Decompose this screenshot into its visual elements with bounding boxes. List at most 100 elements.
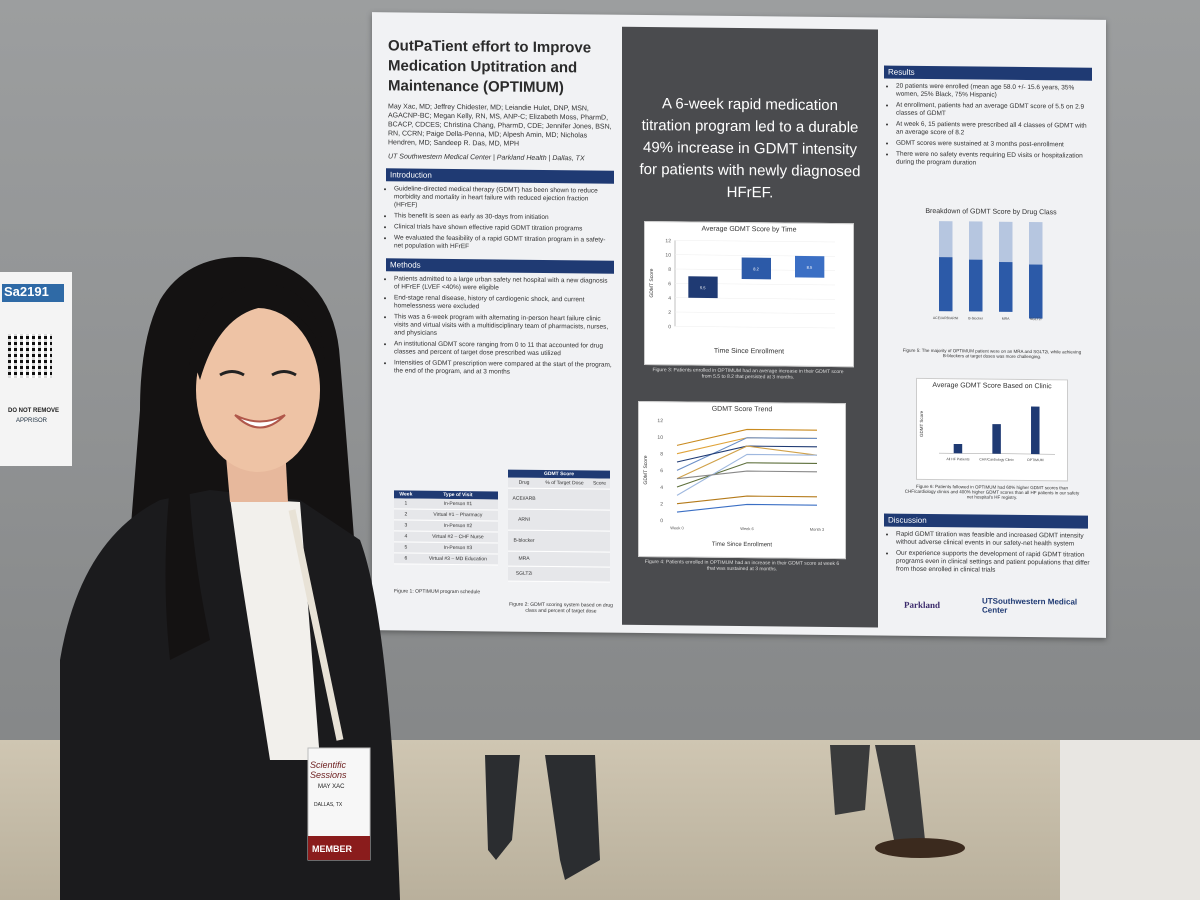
fig4-plot: 0 2 4 6 8 10 12 GDMT Score Week 0 Week 6 Month 3 bbox=[643, 418, 825, 532]
poster-center-column: A 6-week rapid medication titration prog… bbox=[622, 26, 878, 628]
poster-title: OutPaTient effort to Improve Medication … bbox=[388, 37, 592, 97]
table-row: SGLT2i bbox=[508, 566, 610, 583]
table-row: ARNI bbox=[508, 509, 610, 532]
data-label: 8.5 bbox=[807, 265, 813, 270]
y-tick-label: 8 bbox=[660, 452, 663, 458]
list-item: Rapid GDMT titration was feasible and in… bbox=[896, 531, 1092, 549]
list-item: There were no safety events requiring ED… bbox=[896, 151, 1092, 169]
utsw-logo: UTSouthwestern Medical Center bbox=[982, 596, 1078, 615]
bar bbox=[999, 262, 1013, 312]
fig3-plot: 0 2 4 6 8 10 12 GDMT Score 5.5 8.2 8.5 bbox=[649, 238, 835, 330]
series-line bbox=[676, 445, 818, 480]
fig5-chart: Breakdown of GDMT Score by Drug Class AC… bbox=[916, 208, 1066, 340]
bar bbox=[939, 257, 953, 312]
bar bbox=[953, 443, 963, 454]
fig6-caption: Figure 6: Patients followed in OPTIMUM h… bbox=[904, 483, 1080, 500]
x-tick-label: OPTIMUM bbox=[1027, 458, 1044, 462]
x-tick-label: SGLT2i bbox=[1030, 317, 1042, 321]
y-tick-label: 2 bbox=[668, 310, 671, 316]
y-tick-label: 2 bbox=[660, 502, 663, 508]
list-item: At week 6, 15 patients were prescribed a… bbox=[896, 121, 1092, 139]
introduction-heading: Introduction bbox=[386, 168, 614, 184]
gridline bbox=[675, 254, 835, 257]
presenter-person bbox=[60, 256, 400, 900]
badge-member: MEMBER bbox=[312, 844, 352, 854]
list-item: Our experience supports the development … bbox=[896, 550, 1092, 576]
board-stand bbox=[1060, 740, 1200, 900]
y-tick-label: 12 bbox=[665, 238, 671, 244]
series-line bbox=[676, 437, 817, 471]
series-line bbox=[676, 453, 817, 496]
list-item: 20 patients were enrolled (mean age 58.0… bbox=[896, 83, 1092, 101]
table-row: MRA bbox=[508, 551, 610, 568]
data-label: 5.5 bbox=[700, 285, 706, 290]
list-item: At enrollment, patients had an average G… bbox=[896, 102, 1092, 120]
bar bbox=[741, 257, 771, 280]
series-line bbox=[676, 470, 817, 480]
x-tick-label: CHF/Cardiology Clinic bbox=[979, 458, 1014, 462]
series-line bbox=[676, 495, 817, 505]
badge-event: Scientific Sessions bbox=[310, 760, 347, 780]
x-tick-label: B-blocker bbox=[968, 316, 984, 320]
y-tick-label: 0 bbox=[668, 324, 671, 330]
fig6-chart: Average GDMT Score Based on Clinic GDMT … bbox=[916, 377, 1068, 482]
sign-brand: APPRISOR bbox=[16, 418, 48, 424]
bar bbox=[1029, 264, 1043, 319]
y-tick-label: 4 bbox=[668, 296, 671, 302]
poster-id-sign: Sa2191 DO NOT REMOVE APPRISOR bbox=[0, 272, 72, 466]
bar bbox=[1031, 406, 1040, 455]
discussion-heading: Discussion bbox=[884, 513, 1088, 529]
fig5-plot: ACEi/ARB/ARNI B-blocker MRA SGLT2i bbox=[933, 221, 1043, 321]
poster-authors: May Xac, MD; Jeffrey Chidester, MD; Leia… bbox=[388, 103, 612, 148]
x-tick-label: ACEi/ARB/ARNI bbox=[933, 316, 959, 320]
y-tick-label: 6 bbox=[660, 468, 663, 474]
y-tick-label: 10 bbox=[665, 253, 671, 259]
y-axis-label: GDMT Score bbox=[919, 410, 924, 437]
gridline bbox=[675, 311, 835, 314]
table-row: ACEi/ARB bbox=[508, 488, 610, 511]
data-label: 8.2 bbox=[753, 266, 759, 271]
poster-affiliation: UT Southwestern Medical Center | Parklan… bbox=[388, 153, 585, 163]
results-heading: Results bbox=[884, 65, 1092, 81]
y-tick-label: 4 bbox=[660, 485, 663, 491]
y-tick-label: 6 bbox=[668, 281, 671, 287]
results-list: 20 patients were enrolled (mean age 58.0… bbox=[896, 83, 1092, 169]
fig6-plot: GDMT Score All HF Patients CHF/Cardiology … bbox=[919, 406, 1055, 462]
gridline bbox=[675, 240, 835, 243]
bar bbox=[688, 276, 718, 299]
fig4-caption: Figure 4: Patients enrolled in OPTIMUM h… bbox=[644, 559, 840, 573]
fig4-chart: GDMT Score Trend 0 2 4 6 8 10 12 GDMT Score Week… bbox=[638, 400, 846, 560]
y-tick-label: 12 bbox=[657, 418, 663, 424]
gdmt-score-table: GDMT Score Drug% of Target Dose Score ACE… bbox=[508, 469, 610, 583]
y-tick-label: 8 bbox=[668, 267, 671, 273]
table-row: B-blocker bbox=[508, 530, 610, 553]
poster-right-column: Results 20 patients were enrolled (mean … bbox=[882, 57, 1100, 627]
fig5-caption: Figure 5: The majority of OPTIMUM patien… bbox=[902, 347, 1082, 360]
x-tick-label: Month 3 bbox=[810, 527, 825, 532]
list-item: This benefit is seen as early as 30-days… bbox=[394, 212, 612, 222]
y-axis-label: GDMT Score bbox=[643, 455, 649, 484]
sign-notice: DO NOT REMOVE bbox=[8, 408, 60, 414]
bar bbox=[992, 424, 1001, 454]
series-line bbox=[676, 428, 817, 446]
x-tick-label: All HF Patients bbox=[946, 457, 969, 461]
list-item: Clinical trials have shown effective rap… bbox=[394, 223, 612, 233]
x-tick-label: Week 0 bbox=[670, 525, 684, 530]
gridline bbox=[675, 326, 835, 329]
research-poster: OutPaTient effort to Improve Medication … bbox=[372, 12, 1106, 638]
chart-x-label: Time Since Enrollment bbox=[711, 541, 773, 549]
discussion-list: Rapid GDMT titration was feasible and in… bbox=[896, 528, 1092, 579]
y-tick-label: 10 bbox=[657, 435, 663, 441]
x-tick-label: MRA bbox=[1002, 317, 1010, 321]
list-item: Guideline-directed medical therapy (GDMT… bbox=[394, 185, 612, 211]
list-item: GDMT scores were sustained at 3 months p… bbox=[896, 140, 1092, 150]
y-tick-label: 0 bbox=[660, 518, 663, 524]
qr-code-icon bbox=[8, 334, 52, 378]
x-tick-label: Week 6 bbox=[740, 526, 754, 531]
fig3-chart: Average GDMT Score by Time 0 2 4 6 8 10 12 GDMT… bbox=[644, 221, 854, 368]
fig3-caption: Figure 3: Patients enrolled in OPTIMUM h… bbox=[652, 367, 844, 381]
y-axis-label: GDMT Score bbox=[649, 268, 655, 297]
series-line bbox=[676, 503, 817, 513]
bar bbox=[795, 255, 825, 278]
